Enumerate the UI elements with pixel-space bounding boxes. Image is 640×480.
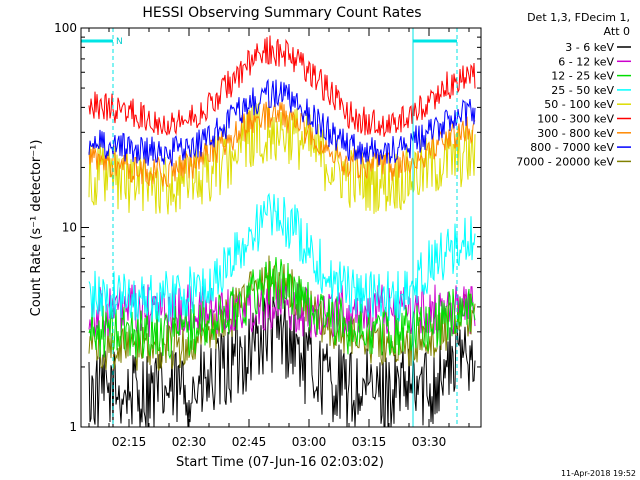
legend-header-line-2: Att 0 — [604, 25, 630, 38]
x-axis-ticks: 02:15 02:30 02:45 03:00 03:15 03:30 — [88, 28, 470, 449]
x-tick-label: 03:15 — [352, 435, 387, 449]
x-tick-label: 03:30 — [412, 435, 447, 449]
x-axis-label: Start Time (07-Jun-16 02:03:02) — [176, 455, 384, 470]
legend-entry-label: 300 - 800 keV — [537, 127, 614, 140]
series-line-5 — [88, 35, 476, 137]
legend-entry-label: 6 - 12 keV — [558, 55, 614, 68]
y-axis-label: Count Rate (s⁻¹ detector⁻¹) — [29, 140, 44, 317]
y-tick-label: 1 — [69, 420, 77, 434]
series-line-6 — [88, 100, 476, 188]
x-tick-label: 02:30 — [172, 435, 207, 449]
legend-entry-label: 25 - 50 keV — [551, 84, 614, 97]
series-layer — [88, 35, 476, 428]
x-tick-label: 03:00 — [292, 435, 327, 449]
series-line-3 — [88, 192, 476, 323]
night-marker-label: N — [116, 37, 123, 47]
legend-entry-label: 12 - 25 keV — [551, 70, 614, 83]
series-line-7 — [88, 78, 476, 167]
series-line-2 — [88, 257, 476, 360]
x-tick-label: 02:15 — [112, 435, 147, 449]
y-tick-label: 10 — [62, 221, 77, 235]
chart-title: HESSI Observing Summary Count Rates — [142, 5, 421, 21]
legend-entry-label: 3 - 6 keV — [565, 41, 614, 54]
legend-entry-label: 50 - 100 keV — [544, 98, 614, 111]
y-axis-ticks: 1 10 100 — [54, 21, 481, 434]
footer-date: 11-Apr-2018 19:52 — [561, 469, 636, 478]
legend-header-line-1: Det 1,3, FDecim 1, — [527, 11, 630, 24]
series-line-0 — [88, 293, 476, 428]
x-tick-label: 02:45 — [232, 435, 267, 449]
legend-entry-label: 800 - 7000 keV — [530, 141, 614, 154]
y-tick-label: 100 — [54, 21, 77, 35]
legend-entry-label: 7000 - 20000 keV — [516, 155, 614, 168]
legend-entry-label: 100 - 300 keV — [537, 113, 614, 126]
